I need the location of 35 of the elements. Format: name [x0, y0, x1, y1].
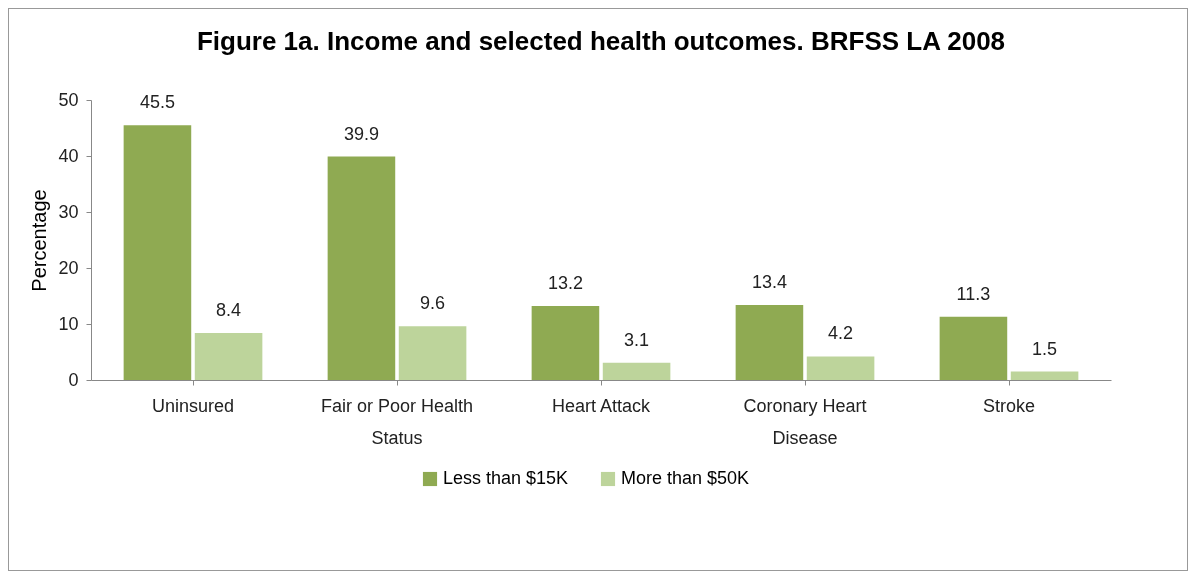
chart-title: Figure 1a. Income and selected health outcomes. BRFSS LA 2008 [196, 26, 1006, 56]
x-tick-label: Stroke [982, 395, 1036, 416]
data-label: 45.5 [139, 92, 175, 113]
y-tick-label: 30 [58, 201, 79, 222]
y-tick-label: 50 [58, 89, 79, 110]
data-label: 39.9 [343, 123, 379, 144]
bar [1010, 371, 1079, 380]
data-label: 3.1 [624, 329, 650, 350]
bar [735, 304, 804, 380]
data-label: 4.2 [828, 323, 854, 344]
data-label: 8.4 [216, 299, 242, 320]
data-label: 11.3 [956, 283, 991, 304]
data-label: 9.6 [420, 293, 446, 314]
bar [194, 332, 263, 380]
y-tick-label: 0 [68, 369, 79, 390]
bar [602, 362, 671, 380]
bar [531, 306, 600, 380]
y-tick-label: 40 [58, 145, 79, 166]
x-tick-label: Coronary Heart Disease [743, 395, 867, 448]
y-tick-label: 10 [58, 313, 79, 334]
bar [806, 356, 875, 380]
data-label: 13.4 [751, 271, 787, 292]
data-label: 13.2 [547, 273, 583, 294]
x-tick-label: Fair or Poor Health Status [320, 395, 474, 448]
bar [123, 125, 192, 380]
legend-label: Less than $15K [443, 468, 569, 488]
bar [939, 316, 1008, 380]
legend-label: More than $50K [621, 468, 750, 488]
x-tick-label: Heart Attack [551, 395, 652, 416]
bar [327, 156, 396, 380]
data-label: 1.5 [1032, 338, 1058, 359]
y-tick-label: 20 [58, 257, 79, 278]
x-tick-label: Uninsured [151, 395, 235, 416]
y-axis-title: Percentage [28, 189, 51, 292]
bar [398, 326, 467, 380]
